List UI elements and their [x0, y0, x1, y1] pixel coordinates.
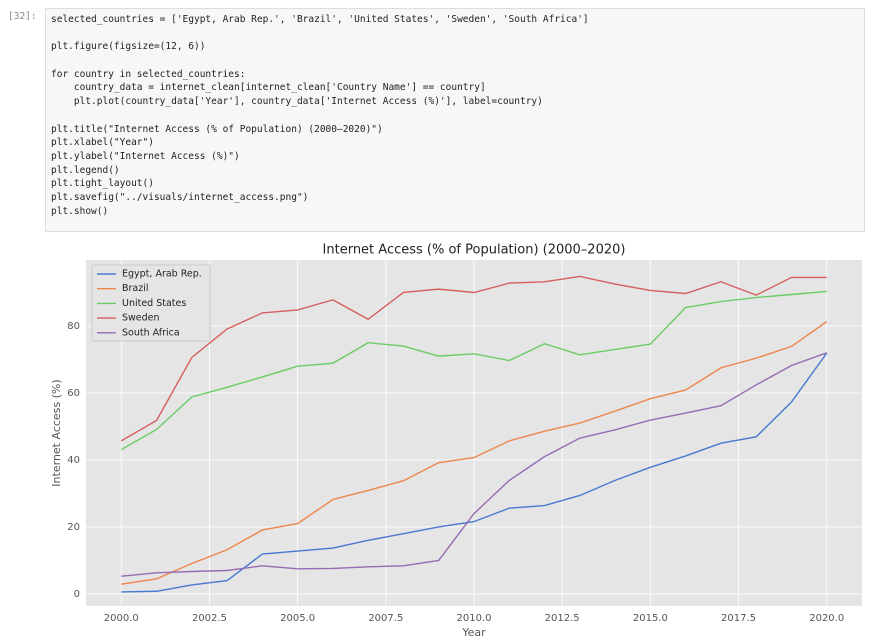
y-axis-label: Internet Access (%) — [50, 379, 63, 486]
code-line: plt.xlabel("Year") — [51, 137, 154, 149]
x-tick-label: 2015.0 — [633, 613, 668, 624]
x-axis-label: Year — [461, 626, 486, 639]
y-tick-label: 40 — [67, 455, 80, 466]
code-block: plt.title("Internet Access (% of Populat… — [51, 123, 859, 219]
x-tick-label: 2017.5 — [721, 613, 756, 624]
y-tick-label: 80 — [67, 321, 80, 332]
chart: Internet Access (% of Population) (2000–… — [50, 243, 862, 639]
x-tick-label: 2000.0 — [104, 613, 139, 624]
code-block: selected_countries = ['Egypt, Arab Rep.'… — [51, 13, 859, 27]
legend-label: South Africa — [122, 327, 180, 338]
code-line: plt.legend() — [51, 164, 120, 176]
y-tick-label: 0 — [74, 589, 80, 600]
code-cell[interactable]: selected_countries = ['Egypt, Arab Rep.'… — [45, 8, 865, 232]
code-line: plt.ylabel("Internet Access (%)") — [51, 150, 240, 162]
series-line — [120, 275, 827, 442]
x-tick-label: 2012.5 — [545, 613, 580, 624]
legend-label: Egypt, Arab Rep. — [122, 269, 202, 280]
series-line — [120, 290, 827, 451]
y-tick-label: 20 — [67, 522, 80, 533]
code-line: plt.tight_layout() — [51, 178, 154, 190]
code-line: plt.show() — [51, 205, 109, 217]
code-line: country_data = internet_clean[internet_c… — [51, 82, 486, 94]
x-tick-label: 2010.0 — [457, 613, 492, 624]
x-tick-label: 2020.0 — [809, 613, 844, 624]
chart-title: Internet Access (% of Population) (2000–… — [323, 243, 626, 258]
code-block: plt.figure(figsize=(12, 6)) — [51, 40, 859, 54]
x-tick-label: 2007.5 — [368, 613, 403, 624]
legend-label: United States — [122, 298, 186, 309]
code-line: plt.savefig("../visuals/internet_access.… — [51, 191, 309, 203]
series-line — [121, 352, 828, 593]
x-tick-label: 2002.5 — [192, 613, 227, 624]
code-line: plt.plot(country_data['Year'], country_d… — [51, 96, 543, 108]
code-line: selected_countries = ['Egypt, Arab Rep.'… — [51, 14, 589, 25]
y-tick-label: 60 — [67, 388, 80, 399]
series-line — [121, 321, 828, 585]
series-line — [121, 352, 827, 577]
legend-label: Brazil — [122, 283, 149, 294]
code-line: plt.title("Internet Access (% of Populat… — [51, 123, 383, 135]
x-tick-label: 2005.0 — [280, 613, 315, 624]
code-line: plt.figure(figsize=(12, 6)) — [51, 41, 206, 53]
code-block: for country in selected_countries: count… — [51, 68, 859, 109]
legend-box — [91, 264, 211, 342]
cell-prompt: [32]: — [8, 11, 37, 22]
legend-label: Sweden — [122, 313, 160, 324]
code-line: for country in selected_countries: — [51, 68, 246, 80]
